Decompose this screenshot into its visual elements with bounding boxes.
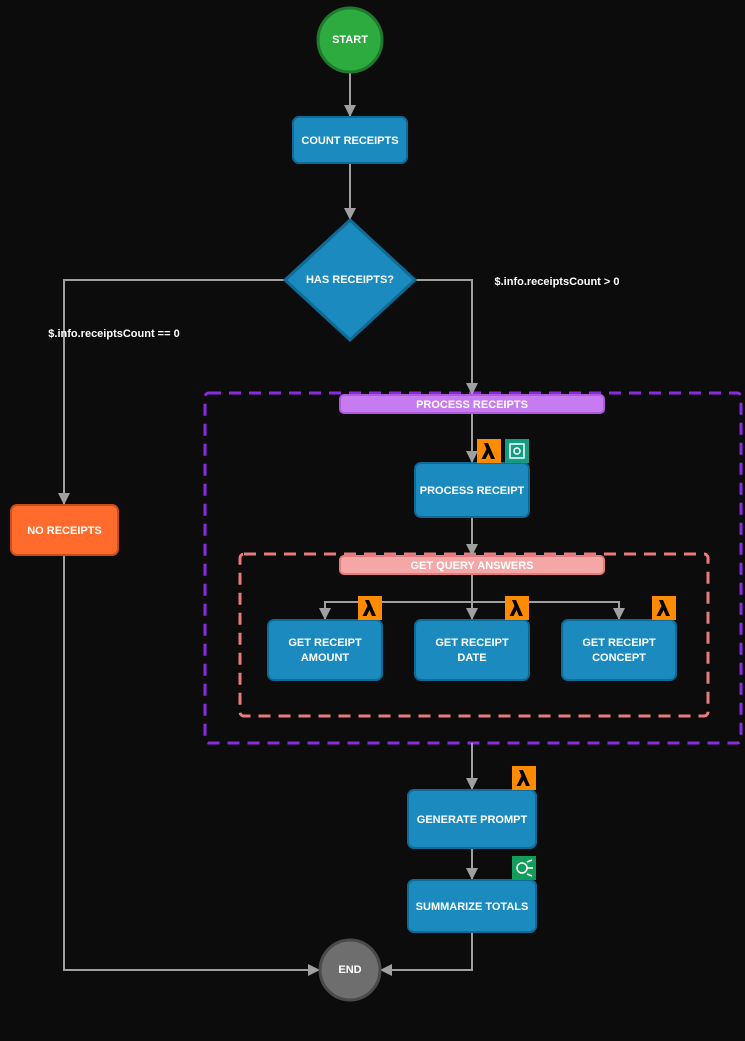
- node-get_amount: [268, 620, 382, 680]
- lambda-icon: [505, 596, 529, 620]
- node-label: GET RECEIPT: [582, 637, 656, 649]
- node-label: NO RECEIPTS: [27, 525, 102, 537]
- service-icon: [505, 439, 529, 463]
- node-label: AMOUNT: [301, 652, 350, 664]
- flowchart-canvas: $.info.receiptsCount == 0 $.info.receipts…: [0, 0, 745, 1041]
- node-get_concept: [562, 620, 676, 680]
- node-label: PROCESS RECEIPTS: [416, 399, 528, 411]
- ai-icon: [512, 856, 536, 880]
- node-label: PROCESS RECEIPT: [420, 485, 525, 497]
- lambda-icon: [652, 596, 676, 620]
- node-label: GENERATE PROMPT: [417, 814, 528, 826]
- node-label: GET QUERY ANSWERS: [410, 560, 533, 572]
- node-get_date: [415, 620, 529, 680]
- lambda-icon: [358, 596, 382, 620]
- lambda-icon: [512, 766, 536, 790]
- node-label: SUMMARIZE TOTALS: [416, 901, 529, 913]
- node-label: GET RECEIPT: [288, 637, 362, 649]
- node-label: COUNT RECEIPTS: [301, 135, 398, 147]
- node-label: START: [332, 34, 368, 46]
- node-label: DATE: [457, 652, 486, 664]
- lambda-icon: [477, 439, 501, 463]
- edge-label: $.info.receiptsCount == 0: [48, 328, 179, 340]
- node-label: CONCEPT: [592, 652, 646, 664]
- edge-label: $.info.receiptsCount > 0: [495, 276, 620, 288]
- node-label: HAS RECEIPTS?: [306, 274, 394, 286]
- node-label: END: [338, 964, 361, 976]
- node-label: GET RECEIPT: [435, 637, 509, 649]
